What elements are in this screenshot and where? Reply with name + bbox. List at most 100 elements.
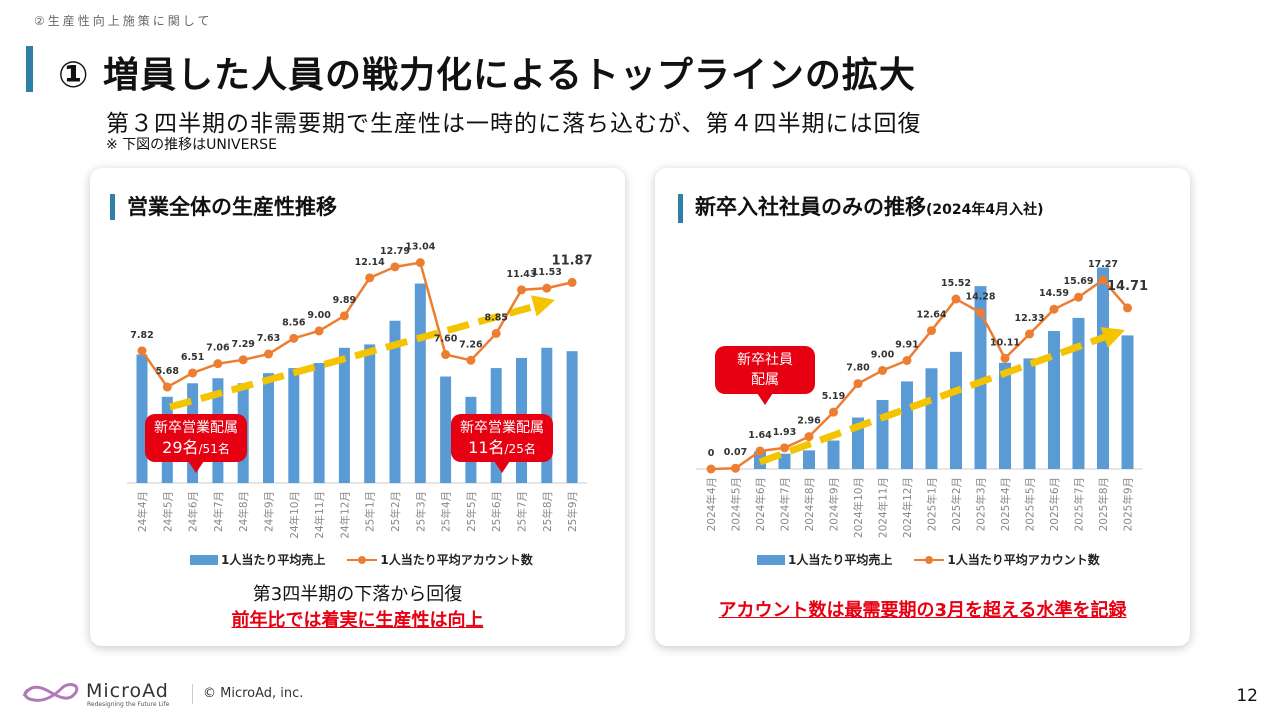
data-label: 11.87	[552, 253, 593, 268]
data-label: 10.11	[990, 337, 1020, 348]
right-legend: 1人当たり平均売上 1人当たり平均アカウント数	[757, 551, 1100, 568]
line-point	[829, 407, 838, 417]
x-tick-label: 2024年7月	[779, 477, 792, 531]
bar	[263, 373, 274, 483]
bar	[803, 450, 815, 469]
bar	[364, 344, 376, 483]
x-tick-label: 25年2月	[389, 491, 402, 532]
line-point	[491, 328, 501, 338]
left-card-heading: 営業全体の生産性推移	[110, 194, 337, 220]
bar	[827, 440, 840, 469]
data-label: 7.06	[206, 343, 230, 354]
left-chart: 24年4月 24年5月 24年6月 24年7月 24年8月 24年9月 24年10月 24年1…	[127, 242, 593, 539]
line-point	[731, 463, 740, 473]
line-point	[567, 277, 577, 287]
line-point	[1098, 275, 1108, 285]
callout-title: 新卒営業配属	[154, 420, 238, 436]
trend-arrowhead	[530, 295, 555, 317]
bar	[338, 347, 350, 483]
data-label: 14.59	[1039, 288, 1069, 299]
line-point	[1000, 353, 1010, 363]
data-label: 0.07	[724, 447, 747, 458]
x-tick-label: 2024年11月	[877, 477, 890, 538]
x-tick-label: 2024年12月	[901, 477, 914, 538]
data-label: 7.63	[257, 333, 280, 344]
x-tick-label: 25年3月	[414, 491, 427, 532]
line-point	[927, 326, 936, 336]
data-label: 12.79	[380, 246, 410, 257]
line-point	[137, 346, 147, 356]
right-card-heading: 新卒入社社員のみの推移(2024年4月入社)	[678, 194, 1044, 223]
line-point	[951, 294, 961, 304]
data-label: 11.53	[532, 267, 562, 278]
right-chart: 2024年4月 2024年5月 2024年6月 2024年7月 2024年8月 2024年…	[696, 259, 1148, 538]
line-point	[1074, 292, 1083, 302]
line-point	[542, 283, 552, 293]
x-tick-label: 24年8月	[237, 491, 250, 532]
legend-bar-swatch	[757, 554, 785, 565]
callout-sub: /51名	[198, 442, 230, 456]
x-tick-label: 25年6月	[490, 491, 503, 532]
line-point	[853, 379, 863, 389]
x-tick-label: 25年1月	[364, 491, 377, 532]
line-series	[140, 261, 573, 389]
bar	[1097, 267, 1109, 469]
line-point	[902, 355, 912, 365]
bar	[1023, 358, 1036, 469]
line-point	[162, 382, 172, 392]
x-tick-label: 2024年9月	[828, 477, 841, 531]
bar	[136, 354, 148, 483]
data-label: 15.69	[1063, 276, 1093, 287]
line-point	[780, 443, 789, 453]
data-label: 15.52	[941, 278, 971, 289]
data-label: 9.00	[307, 310, 331, 321]
line-point	[804, 432, 814, 442]
x-tick-label: 2024年4月	[705, 477, 718, 531]
callout-title: 新卒営業配属	[460, 420, 544, 436]
bar	[566, 351, 578, 483]
bar	[389, 320, 401, 483]
line-point	[264, 349, 273, 359]
line-point	[976, 308, 985, 318]
data-label: 0	[708, 448, 715, 459]
data-label: 11.43	[506, 269, 536, 280]
bar	[999, 362, 1011, 469]
heading-text: 新卒入社社員のみの推移	[695, 195, 926, 219]
line-point	[289, 333, 299, 343]
bar	[288, 368, 300, 483]
x-tick-label: 2025年8月	[1097, 477, 1110, 531]
x-tick-label: 2024年6月	[754, 477, 767, 531]
data-label: 6.51	[181, 352, 204, 363]
line-point	[878, 365, 887, 375]
data-label: 7.60	[434, 334, 458, 345]
x-tick-label: 24年4月	[136, 491, 149, 532]
footer-divider	[192, 684, 193, 704]
line-point	[365, 273, 375, 283]
trend-arrow	[169, 300, 544, 411]
x-tick-label: 24年9月	[263, 491, 276, 532]
data-label: 17.27	[1088, 259, 1118, 270]
data-label: 7.29	[231, 339, 254, 350]
copyright: © MicroAd, inc.	[203, 686, 304, 701]
x-tick-label: 2025年6月	[1048, 477, 1061, 531]
line-point	[1049, 304, 1059, 314]
line-point	[415, 258, 425, 268]
x-tick-label: 24年11月	[313, 491, 326, 539]
left-legend: 1人当たり平均売上 1人当たり平均アカウント数	[190, 551, 533, 568]
line-point	[213, 359, 223, 369]
legend-label: 1人当たり平均売上	[221, 553, 326, 567]
heading-note: (2024年4月入社)	[926, 202, 1044, 218]
data-label: 13.04	[405, 242, 435, 253]
line-point	[441, 350, 451, 360]
left-highlight: 前年比では着実に生産性は向上	[231, 610, 484, 631]
line-point	[706, 464, 716, 474]
page-title: ① 増員した人員の戦力化によるトップラインの拡大	[58, 55, 916, 96]
x-tick-label: 24年12月	[338, 491, 351, 539]
x-tick-label: 25年5月	[465, 491, 478, 532]
right-callout: 新卒社員 配属	[715, 346, 815, 405]
bar	[901, 381, 913, 469]
data-label: 9.00	[871, 349, 895, 360]
bar	[1121, 335, 1134, 469]
callout-sub: /25名	[504, 442, 536, 456]
bar	[1048, 331, 1060, 469]
